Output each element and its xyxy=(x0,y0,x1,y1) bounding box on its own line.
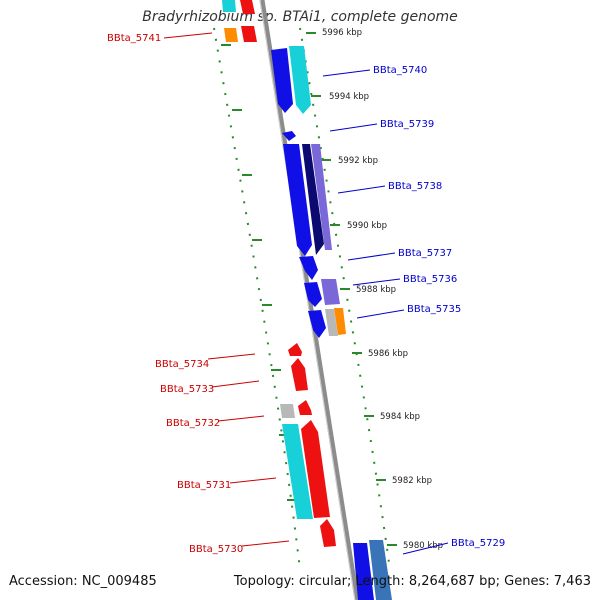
gene-label-forward: BBta_5736 xyxy=(403,274,457,285)
gene-arrow-lavender xyxy=(321,279,340,305)
callout-lines xyxy=(163,32,449,555)
gene-arrow-red xyxy=(301,420,330,518)
scale-tick-labels: 5996 kbp 5994 kbp 5992 kbp 5990 kbp 5988… xyxy=(322,28,443,551)
reverse-gene-labels: BBta_5741 BBta_5734 BBta_5733 BBta_5732 … xyxy=(107,33,243,555)
tick-label: 5980 kbp xyxy=(403,541,443,551)
gene-arrow-blue xyxy=(299,256,318,280)
tick-label: 5994 kbp xyxy=(329,92,369,102)
gene-arrow-blue xyxy=(283,144,312,256)
gene-arrow-orange xyxy=(334,308,346,335)
scale-ticks xyxy=(221,32,397,546)
gene-arrow-blue xyxy=(282,131,296,141)
gene-arrow-red xyxy=(291,358,308,391)
gene-arrow-cyan xyxy=(222,0,236,12)
gene-label-reverse: BBta_5731 xyxy=(177,480,231,491)
gene-label-forward: BBta_5738 xyxy=(388,181,442,192)
gene-arrow-steelblue xyxy=(369,540,392,600)
tick-label: 5982 kbp xyxy=(392,476,432,486)
tick-label: 5986 kbp xyxy=(368,349,408,359)
gene-label-forward: BBta_5740 xyxy=(373,65,427,76)
gene-arrow-blue xyxy=(271,48,293,113)
forward-gene-labels: BBta_5740 BBta_5739 BBta_5738 BBta_5737 … xyxy=(373,65,505,549)
gene-arrow-red xyxy=(298,400,312,415)
gene-label-reverse: BBta_5741 xyxy=(107,33,161,44)
gene-label-reverse: BBta_5730 xyxy=(189,544,243,555)
forward-strand-genes xyxy=(271,46,392,600)
gene-label-forward: BBta_5737 xyxy=(398,248,452,259)
gene-arrow-red xyxy=(240,0,255,14)
tick-label: 5992 kbp xyxy=(338,156,378,166)
gene-label-forward: BBta_5735 xyxy=(407,304,461,315)
gene-arrow-red xyxy=(241,26,257,42)
map-title: Bradyrhizobium sp. BTAi1, complete genom… xyxy=(142,9,458,25)
dotted-guide-lines xyxy=(213,27,391,571)
gene-label-forward: BBta_5739 xyxy=(380,119,434,130)
gene-arrow-blue xyxy=(308,310,326,338)
gene-arrow-orange xyxy=(224,28,238,42)
gene-arrow-red xyxy=(320,519,336,547)
tick-label: 5988 kbp xyxy=(356,285,396,295)
gene-label-reverse: BBta_5732 xyxy=(166,418,220,429)
gene-arrow-grey xyxy=(280,404,295,418)
genome-summary: Topology: circular; Length: 8,264,687 bp… xyxy=(233,574,591,589)
gene-label-reverse: BBta_5734 xyxy=(155,359,209,370)
gene-label-forward: BBta_5729 xyxy=(451,538,505,549)
accession-label: Accession: NC_009485 xyxy=(9,574,157,589)
reverse-strand-genes xyxy=(222,0,336,547)
gene-arrow-lavender xyxy=(311,144,332,250)
gene-arrow-navy xyxy=(302,144,324,255)
gene-arrow-cyan xyxy=(289,46,311,114)
tick-label: 5984 kbp xyxy=(380,412,420,422)
tick-label: 5990 kbp xyxy=(347,221,387,231)
gene-arrow-cyan xyxy=(282,424,313,519)
tick-label: 5996 kbp xyxy=(322,28,362,38)
gene-arrow-grey xyxy=(325,309,338,336)
gene-arrow-blue xyxy=(304,282,322,307)
gene-arrow-red xyxy=(288,343,302,356)
gene-arrow-blue xyxy=(353,543,374,600)
gene-label-reverse: BBta_5733 xyxy=(160,384,214,395)
